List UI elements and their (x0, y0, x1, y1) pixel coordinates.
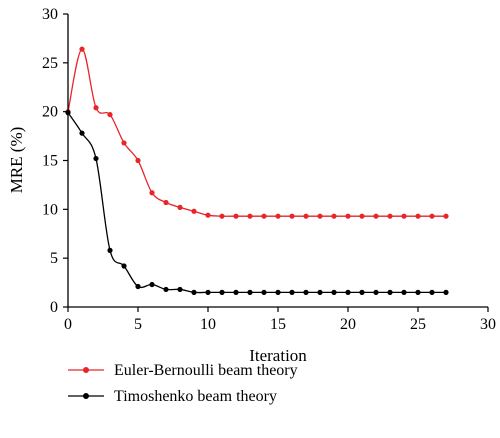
x-tick-label: 5 (134, 316, 142, 333)
data-point (289, 289, 295, 295)
x-tick-label: 10 (200, 316, 216, 333)
data-point (317, 289, 323, 295)
data-point (135, 283, 141, 290)
data-point (373, 289, 379, 295)
data-point (303, 289, 309, 295)
data-point (219, 213, 225, 219)
data-point (191, 208, 197, 214)
data-point (401, 213, 407, 219)
data-point (163, 199, 169, 206)
data-point (443, 213, 449, 219)
data-point (331, 289, 337, 295)
data-point (177, 204, 183, 210)
data-point (79, 130, 85, 136)
data-point (331, 213, 337, 219)
data-point (233, 289, 239, 295)
data-point (373, 213, 379, 219)
data-point (247, 289, 253, 295)
data-point (219, 289, 225, 295)
data-point (93, 155, 99, 162)
data-point (387, 289, 393, 295)
data-point (443, 289, 449, 295)
data-point (233, 213, 239, 219)
data-point (149, 190, 155, 196)
x-tick-label: 15 (270, 316, 286, 333)
x-tick-label: 25 (410, 316, 426, 333)
data-point (79, 46, 85, 52)
y-axis-title: MRE (%) (7, 127, 26, 194)
data-point (163, 286, 169, 293)
legend-label: Euler-Bernoulli beam theory (114, 362, 298, 379)
series-line (67, 48, 446, 217)
y-tick-label: 20 (42, 104, 58, 121)
series-line (67, 112, 446, 294)
data-point (149, 281, 155, 288)
series-2 (65, 110, 449, 295)
data-point (177, 286, 183, 293)
y-tick-label: 30 (42, 6, 58, 23)
data-point (401, 289, 407, 295)
y-tick-label: 10 (42, 201, 58, 218)
data-point (261, 289, 267, 295)
y-tick-label: 5 (50, 250, 58, 267)
legend: Euler-Bernoulli beam theory Timoshenko be… (68, 362, 298, 405)
data-point (303, 213, 309, 219)
data-point (135, 157, 141, 164)
data-point (429, 213, 435, 219)
plot-area (65, 46, 449, 295)
data-point (107, 247, 113, 253)
legend-marker (83, 367, 89, 373)
data-point (345, 289, 351, 295)
data-point (107, 111, 113, 118)
y-tick-label: 0 (50, 299, 58, 316)
data-point (415, 213, 421, 219)
data-point (429, 289, 435, 295)
data-point (261, 213, 267, 219)
data-point (317, 213, 323, 219)
data-point (345, 213, 351, 219)
legend-item: Euler-Bernoulli beam theory (68, 362, 298, 379)
data-point (191, 289, 197, 295)
series-1 (65, 46, 449, 219)
data-point (121, 263, 127, 269)
axes: 0 5 10 15 20 25 30 0 5 10 15 20 25 30 (42, 6, 496, 333)
x-tick-label: 20 (340, 316, 356, 333)
data-point (205, 212, 211, 218)
data-point (275, 213, 281, 219)
data-point (289, 213, 295, 219)
x-axis-title: Iteration (249, 346, 307, 365)
y-tick-label: 25 (42, 55, 58, 72)
legend-marker (83, 393, 89, 399)
data-point (121, 140, 127, 146)
x-tick-label: 0 (64, 316, 72, 333)
data-point (275, 289, 281, 295)
data-point (93, 105, 99, 111)
data-point (415, 289, 421, 295)
data-point (359, 213, 365, 219)
y-tick-label: 15 (42, 153, 58, 170)
legend-item: Timoshenko beam theory (68, 388, 277, 405)
x-tick-label: 30 (480, 316, 496, 333)
data-point (359, 289, 365, 295)
legend-label: Timoshenko beam theory (114, 388, 277, 405)
data-point (205, 289, 211, 295)
data-point (387, 213, 393, 219)
data-point (247, 213, 253, 219)
